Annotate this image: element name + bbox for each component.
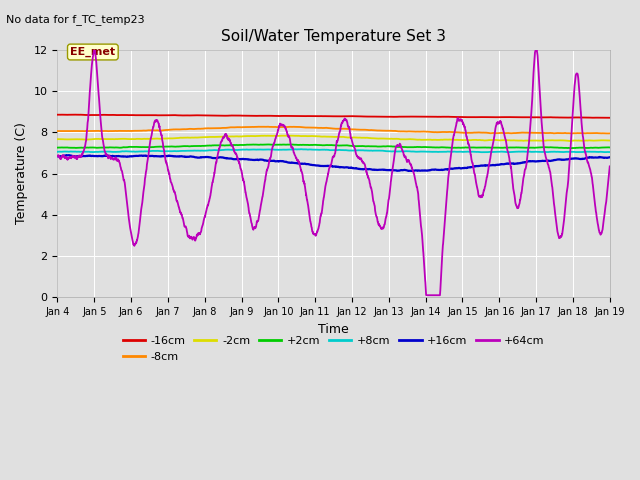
X-axis label: Time: Time <box>318 323 349 336</box>
Title: Soil/Water Temperature Set 3: Soil/Water Temperature Set 3 <box>221 29 446 44</box>
Text: No data for f_TC_temp23: No data for f_TC_temp23 <box>6 14 145 25</box>
Legend: -16cm, -8cm, -2cm, +2cm, +8cm, +16cm, +64cm: -16cm, -8cm, -2cm, +2cm, +8cm, +16cm, +6… <box>118 332 549 366</box>
Y-axis label: Temperature (C): Temperature (C) <box>15 122 28 225</box>
Text: EE_met: EE_met <box>70 47 115 57</box>
